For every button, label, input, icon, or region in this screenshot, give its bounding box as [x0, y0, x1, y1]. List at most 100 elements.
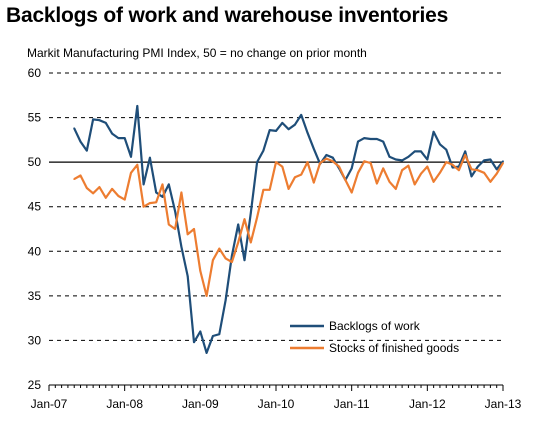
chart-title: Backlogs of work and warehouse inventori… [6, 4, 449, 27]
data-point [458, 169, 460, 172]
data-point [470, 175, 473, 178]
data-point [174, 210, 177, 213]
y-tick-label: 45 [28, 200, 42, 214]
data-point [382, 167, 385, 170]
data-point [130, 171, 132, 174]
data-point [161, 183, 164, 186]
data-point [275, 161, 277, 164]
y-tick-label: 60 [28, 66, 42, 80]
x-tick-label: Jan-11 [334, 397, 370, 411]
data-point [445, 161, 448, 164]
data-point [331, 160, 334, 163]
data-point [325, 154, 328, 156]
y-tick-label: 35 [28, 289, 42, 303]
data-point [357, 171, 359, 174]
data-point [388, 155, 391, 158]
data-point [199, 330, 202, 333]
x-tick-label: Jan-10 [258, 397, 295, 411]
data-point [420, 172, 422, 175]
data-point [275, 130, 277, 132]
data-point [382, 140, 385, 143]
data-point [306, 161, 309, 164]
axes: 25 30 35 40 45 50 55 60 Jan-07 Jan-08 Jan-09 Jan-10… [28, 66, 522, 411]
data-point [407, 155, 410, 158]
data-point [249, 212, 252, 214]
data-point [218, 333, 221, 336]
data-point [439, 143, 441, 146]
data-point [489, 180, 492, 183]
data-point [98, 186, 101, 189]
data-point [256, 161, 258, 164]
data-point [281, 122, 284, 124]
data-point [464, 150, 467, 153]
data-point [123, 198, 126, 201]
x-tick-label: Jan-12 [409, 397, 446, 411]
data-point [224, 299, 227, 302]
data-point [281, 165, 284, 168]
data-point [79, 140, 82, 143]
data-point [376, 138, 378, 140]
legend-label: Stocks of finished goods [329, 341, 459, 355]
data-point [92, 118, 94, 121]
data-point [180, 245, 183, 248]
data-point [287, 188, 290, 190]
data-point [212, 335, 214, 337]
gridlines [49, 72, 503, 341]
y-tick-label: 55 [28, 111, 42, 125]
data-point [338, 165, 340, 168]
data-point [432, 180, 435, 183]
data-point [294, 123, 296, 126]
data-point [369, 162, 372, 164]
data-point [401, 169, 403, 172]
y-tick-label: 40 [28, 244, 42, 258]
data-point [237, 241, 240, 244]
data-point [85, 149, 88, 152]
data-point [502, 160, 504, 163]
data-point [268, 129, 271, 132]
data-point [426, 158, 429, 161]
data-point [136, 105, 139, 107]
data-point [294, 176, 296, 179]
data-point [495, 168, 498, 171]
data-point [193, 228, 195, 230]
series-lines [73, 104, 504, 354]
data-point [155, 191, 158, 194]
data-point [262, 188, 265, 191]
data-point [325, 157, 328, 160]
data-point [180, 191, 183, 194]
data-point [476, 165, 479, 168]
data-point [111, 188, 113, 190]
data-point [426, 165, 429, 168]
chart-subtitle: Markit Manufacturing PMI Index, 50 = no … [27, 46, 367, 60]
data-point [243, 259, 246, 262]
data-point [193, 341, 195, 344]
data-point [224, 257, 227, 260]
data-point [489, 158, 492, 161]
data-point [111, 132, 113, 135]
data-point [104, 122, 107, 124]
data-point [149, 156, 151, 159]
data-point [186, 233, 189, 236]
data-point [231, 261, 233, 263]
data-point [98, 119, 101, 122]
data-point [401, 159, 403, 162]
data-point [445, 148, 448, 151]
data-point [439, 171, 441, 174]
series-line-stocks-of-finished-goods [73, 153, 504, 297]
data-point [502, 162, 504, 164]
data-point [344, 179, 347, 181]
data-point [142, 183, 145, 186]
data-point [350, 191, 353, 194]
data-point [79, 174, 82, 177]
data-point [262, 149, 265, 152]
y-tick-label: 50 [28, 155, 42, 169]
data-point [388, 180, 391, 183]
data-point [312, 181, 315, 184]
data-point [104, 196, 107, 199]
y-tick-label: 25 [28, 378, 42, 392]
data-point [331, 156, 334, 159]
data-point [407, 164, 410, 167]
data-point [161, 196, 164, 198]
data-point [73, 127, 76, 130]
data-point [376, 182, 378, 185]
